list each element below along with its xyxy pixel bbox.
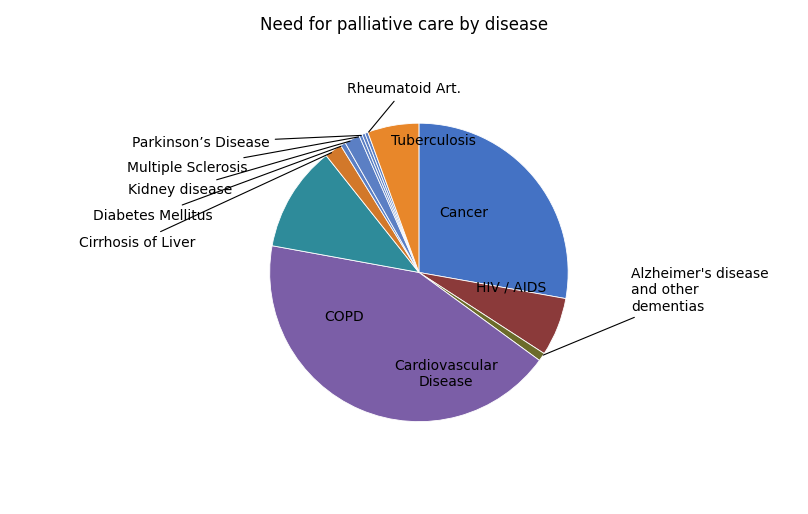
Text: HIV / AIDS: HIV / AIDS (477, 280, 546, 295)
Wedge shape (272, 156, 419, 272)
Text: Multiple Sclerosis: Multiple Sclerosis (127, 137, 359, 175)
Text: Tuberculosis: Tuberculosis (391, 134, 476, 148)
Text: Kidney disease: Kidney disease (128, 141, 350, 197)
Wedge shape (368, 123, 419, 272)
Text: COPD: COPD (325, 310, 364, 324)
Wedge shape (270, 246, 540, 421)
Wedge shape (419, 272, 544, 360)
Text: Cardiovascular
Disease: Cardiovascular Disease (394, 359, 498, 389)
Wedge shape (326, 145, 419, 272)
Text: Cirrhosis of Liver: Cirrhosis of Liver (78, 153, 331, 250)
Text: Diabetes Mellitus: Diabetes Mellitus (94, 146, 341, 223)
Wedge shape (345, 136, 419, 272)
Wedge shape (419, 272, 566, 354)
Wedge shape (359, 135, 419, 272)
Text: Rheumatoid Art.: Rheumatoid Art. (347, 82, 461, 132)
Wedge shape (365, 132, 419, 272)
Wedge shape (341, 143, 419, 272)
Text: Parkinson’s Disease: Parkinson’s Disease (132, 135, 361, 150)
Text: Alzheimer's disease
and other
dementias: Alzheimer's disease and other dementias (543, 267, 768, 355)
Text: Cancer: Cancer (440, 206, 488, 219)
Title: Need for palliative care by disease: Need for palliative care by disease (260, 16, 548, 34)
Wedge shape (362, 133, 419, 272)
Wedge shape (419, 123, 568, 299)
